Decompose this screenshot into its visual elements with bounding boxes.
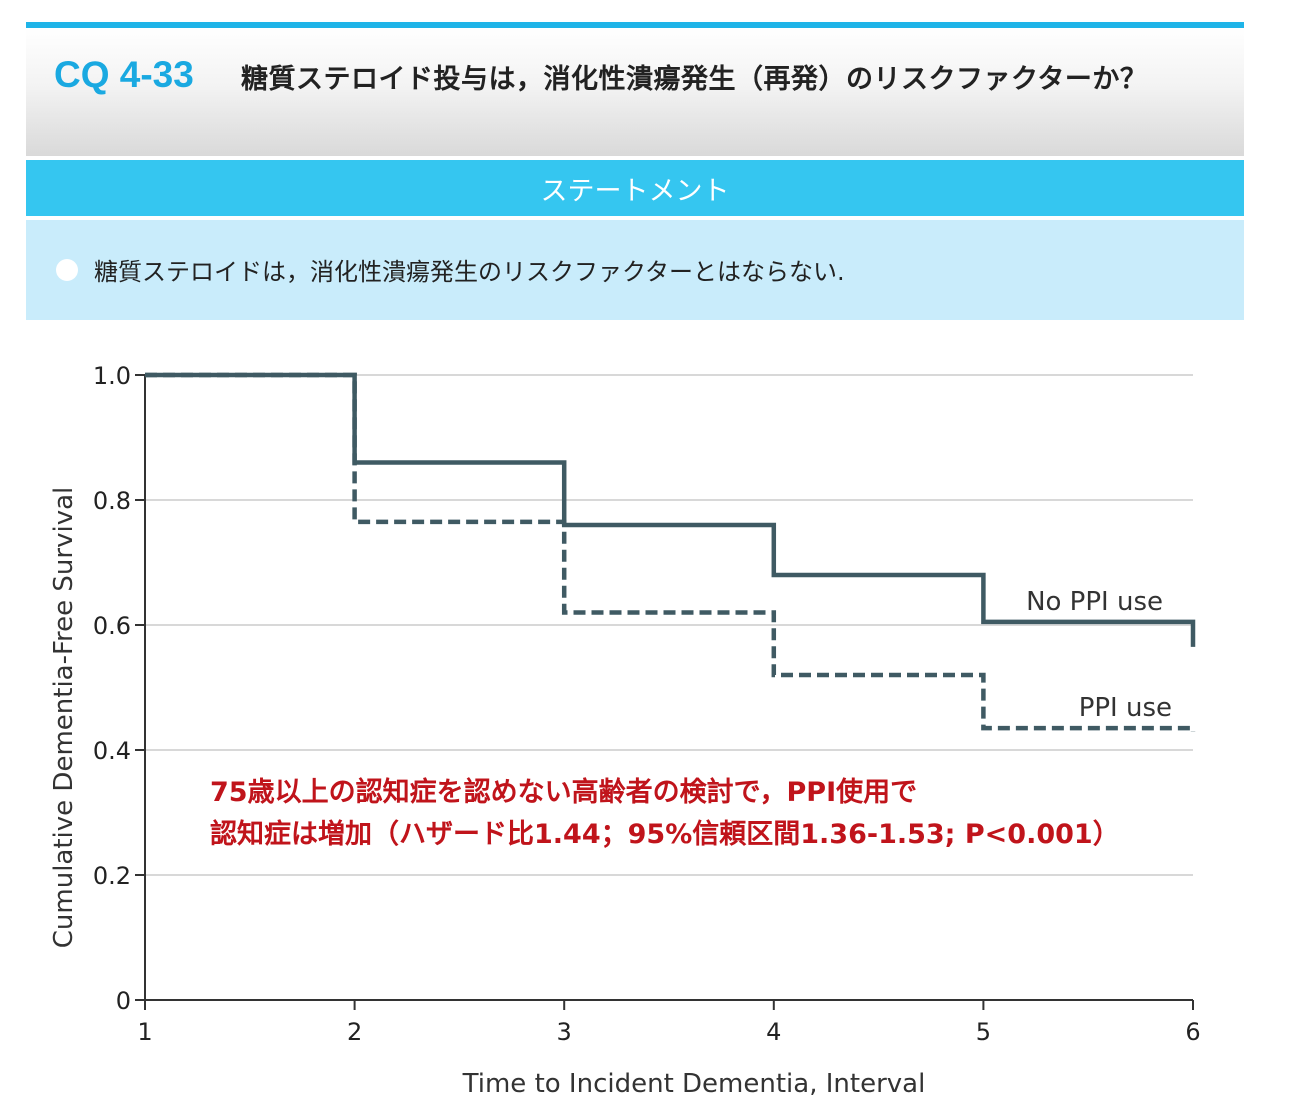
- series-label-no-ppi: No PPI use: [1026, 587, 1163, 617]
- cq-number: CQ 4-33: [54, 54, 194, 95]
- chart-series: [145, 372, 1196, 732]
- annotation-line-1: 75歳以上の認知症を認めない高齢者の検討で，PPI使用で: [210, 777, 918, 808]
- x-tick-label: 6: [1185, 1018, 1200, 1046]
- chart-axes: [144, 375, 1193, 1001]
- y-tick-label: 0.4: [93, 737, 131, 765]
- y-tick-label: 0: [116, 987, 131, 1015]
- cq-header: CQ 4-33 糖質ステロイド投与は，消化性潰瘍発生（再発）のリスクファクターか…: [26, 22, 1244, 156]
- statement-text: 糖質ステロイドは，消化性潰瘍発生のリスクファクターとはならない.: [94, 258, 845, 286]
- series-no-ppi-line: [145, 372, 1196, 647]
- y-axis-title: Cumulative Dementia-Free Survival: [49, 487, 79, 948]
- x-tick-label: 4: [766, 1018, 781, 1046]
- x-tick-label: 2: [347, 1018, 362, 1046]
- series-ppi-line: [145, 372, 1196, 732]
- chart-ticks: 0 0.2 0.4 0.6 0.8 1.0 1 2 3 4 5 6: [93, 362, 1201, 1046]
- x-tick-label: 3: [557, 1018, 572, 1046]
- x-tick-label: 1: [137, 1018, 152, 1046]
- survival-chart: 0 0.2 0.4 0.6 0.8 1.0 1 2 3 4 5 6 Time to Incident …: [49, 362, 1201, 1099]
- series-label-ppi: PPI use: [1079, 693, 1172, 723]
- annotation: 75歳以上の認知症を認めない高齢者の検討で，PPI使用で 認知症は増加（ハザード…: [210, 772, 1120, 856]
- x-tick-label: 5: [976, 1018, 991, 1046]
- y-tick-label: 0.8: [93, 487, 131, 515]
- chart-labels: Time to Incident Dementia, Interval Cumul…: [49, 487, 1172, 1099]
- x-axis-title: Time to Incident Dementia, Interval: [462, 1069, 926, 1099]
- statement-heading-label: ステートメント: [540, 175, 730, 207]
- y-tick-label: 0.6: [93, 612, 131, 640]
- statement-body: 糖質ステロイドは，消化性潰瘍発生のリスクファクターとはならない.: [26, 220, 1244, 320]
- statement-heading: ステートメント: [26, 160, 1244, 216]
- bullet-icon: [56, 259, 78, 281]
- y-tick-label: 1.0: [93, 362, 131, 390]
- cq-question: 糖質ステロイド投与は，消化性潰瘍発生（再発）のリスクファクターか？: [241, 64, 1148, 95]
- annotation-line-2: 認知症は増加（ハザード比1.44；95%信頼区間1.36-1.53; P<0.0…: [210, 819, 1120, 850]
- y-tick-label: 0.2: [93, 862, 131, 890]
